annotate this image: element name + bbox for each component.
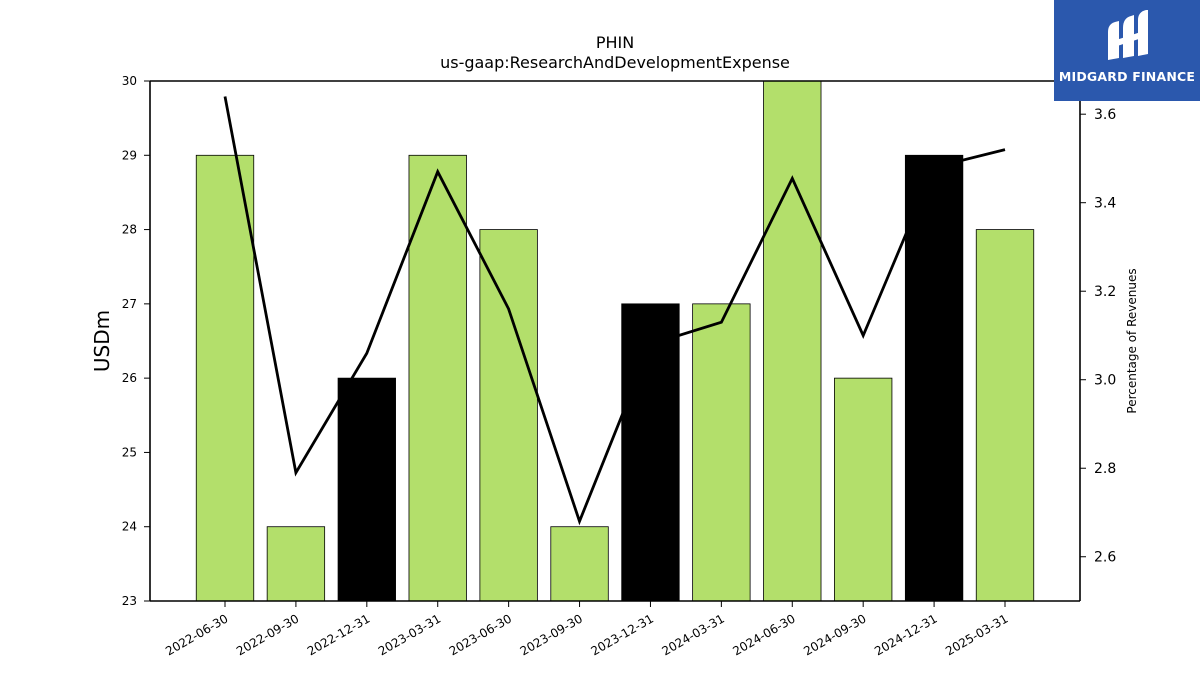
y-tick-label-right: 2.8 bbox=[1094, 461, 1116, 477]
y-tick-label-right: 3.2 bbox=[1094, 284, 1116, 300]
percentage-line bbox=[223, 96, 1006, 526]
x-tick-label: 2022-09-30 bbox=[234, 611, 301, 658]
x-tick-label: 2024-03-31 bbox=[659, 611, 726, 658]
y-tick-label-right: 3.6 bbox=[1094, 107, 1116, 123]
x-tick-label: 2025-03-31 bbox=[943, 611, 1010, 658]
x-tick-label: 2022-12-31 bbox=[305, 611, 372, 658]
y-tick-label-right: 3.4 bbox=[1094, 196, 1116, 212]
bar bbox=[479, 229, 538, 602]
bar bbox=[904, 154, 964, 602]
bar bbox=[550, 526, 609, 602]
x-tick-label: 2023-03-31 bbox=[376, 611, 443, 658]
bars-layer bbox=[195, 80, 1035, 602]
bar bbox=[337, 377, 396, 602]
x-tick-label: 2024-12-31 bbox=[872, 611, 939, 658]
y-tick-label-left: 25 bbox=[122, 445, 137, 459]
bar bbox=[692, 303, 751, 602]
y-tick-label-left: 27 bbox=[122, 297, 137, 311]
y-tick-label-left: 24 bbox=[122, 520, 137, 534]
y-tick-label-left: 29 bbox=[122, 148, 137, 162]
brand-name: MIDGARD FINANCE bbox=[1058, 69, 1196, 84]
y-tick-label-right: 2.6 bbox=[1094, 550, 1116, 566]
x-tick-label: 2024-09-30 bbox=[801, 611, 868, 658]
x-tick-label: 2023-12-31 bbox=[589, 611, 656, 658]
x-tick-label: 2022-06-30 bbox=[163, 611, 230, 658]
chart-title: PHIN bbox=[595, 33, 635, 52]
x-tick-label: 2024-06-30 bbox=[730, 611, 797, 658]
line-layer bbox=[223, 96, 1006, 526]
bar bbox=[195, 154, 255, 602]
y-tick-label-left: 28 bbox=[122, 223, 137, 237]
midgard-logo-icon bbox=[1108, 10, 1148, 60]
bar bbox=[621, 303, 680, 602]
brand-logo: MIDGARD FINANCE bbox=[1054, 0, 1200, 101]
bar bbox=[763, 80, 822, 602]
y-tick-label-left: 23 bbox=[122, 594, 137, 608]
x-tick-label: 2023-06-30 bbox=[447, 611, 514, 658]
bar bbox=[266, 526, 326, 602]
x-tick-label: 2023-09-30 bbox=[518, 611, 585, 658]
y-tick-label-right: 3.0 bbox=[1094, 373, 1116, 389]
y-tick-label-left: 26 bbox=[122, 371, 137, 385]
y-axis-label-right: Percentage of Revenues bbox=[1125, 268, 1139, 413]
y-tick-label-left: 30 bbox=[122, 74, 137, 88]
chart-subtitle: us-gaap:ResearchAndDevelopmentExpense bbox=[440, 53, 790, 72]
bar bbox=[408, 154, 467, 602]
y-axis-label-left: USDm bbox=[90, 310, 114, 372]
bar bbox=[975, 229, 1035, 602]
bar bbox=[834, 377, 893, 602]
